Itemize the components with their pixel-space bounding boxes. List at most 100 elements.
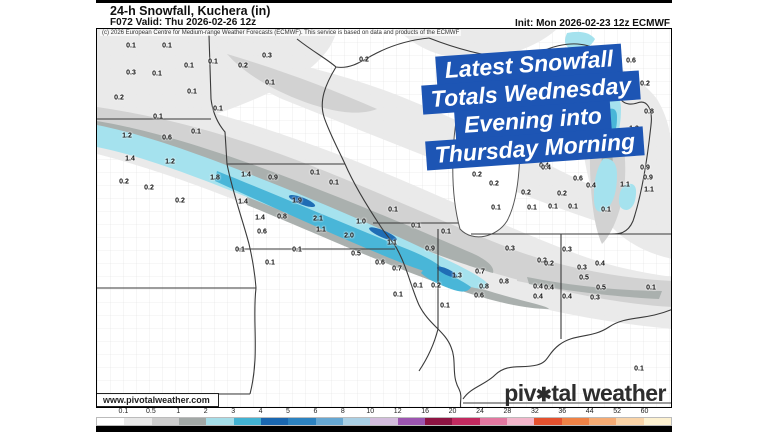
colorbar-tick-label: 10 xyxy=(366,408,375,415)
colorbar-segment xyxy=(561,418,589,425)
colorbar-segment xyxy=(643,418,671,425)
snowfall-value-label: 0.6 xyxy=(375,259,385,267)
snowfall-value-label: 1.0 xyxy=(356,218,366,226)
forecast-valid-time: F072 Valid: Thu 2026-02-26 12z xyxy=(110,17,257,28)
bottom-divider xyxy=(96,426,672,432)
snowfall-value-label: 0.2 xyxy=(119,178,129,186)
snowfall-value-label: 0.3 xyxy=(126,69,136,77)
snowfall-value-label: 0.8 xyxy=(277,213,287,221)
snowfall-value-label: 0.1 xyxy=(152,70,162,78)
map-title: 24-h Snowfall, Kuchera (in) xyxy=(110,4,271,18)
snowfall-value-label: 0.6 xyxy=(162,134,172,142)
snowfall-value-label: 0.1 xyxy=(413,282,423,290)
snowfall-value-label: 0.8 xyxy=(644,108,654,116)
colorbar-segment xyxy=(260,418,289,425)
snowfall-value-label: 0.3 xyxy=(590,294,600,302)
snowfall-value-label: 0.2 xyxy=(144,184,154,192)
content-area: 24-h Snowfall, Kuchera (in) F072 Valid: … xyxy=(96,0,672,432)
snowfall-value-label: 2.1 xyxy=(313,215,323,223)
snowfall-value-label: 0.2 xyxy=(175,197,185,205)
snowfall-value-label: 0.6 xyxy=(474,292,484,300)
snowfall-value-label: 1.1 xyxy=(387,239,397,247)
colorbar-segment xyxy=(124,418,152,425)
colorbar-segment xyxy=(616,418,644,425)
snow-band-navy xyxy=(288,195,458,278)
colorbar-tick-label: 60 xyxy=(640,408,649,415)
colorbar-tick-label: 6 xyxy=(313,408,318,415)
snowfall-value-label: 0.1 xyxy=(411,222,421,230)
snowfall-value-label: 0.1 xyxy=(153,113,163,121)
pivotal-weather-logo: piv✱tal weather xyxy=(504,380,666,407)
colorbar-segment xyxy=(506,418,535,425)
snowfall-value-label: 0.1 xyxy=(292,246,302,254)
snowfall-value-label: 0.1 xyxy=(265,259,275,267)
snowfall-value-label: 1.4 xyxy=(241,171,251,179)
snowfall-value-label: 0.6 xyxy=(257,228,267,236)
colorbar-tick-label: 24 xyxy=(476,408,484,415)
colorbar-segment xyxy=(534,418,562,425)
snowfall-value-label: 0.1 xyxy=(184,62,194,70)
snowfall-value-label: 0.2 xyxy=(489,180,499,188)
snowfall-value-label: 0.8 xyxy=(479,283,489,291)
snowfall-value-label: 0.4 xyxy=(539,162,549,170)
colorbar-tick-label: 5 xyxy=(286,408,290,415)
snowfall-value-label: 0.2 xyxy=(557,190,567,198)
snowfall-value-label: 0.3 xyxy=(505,245,515,253)
snowfall-value-label: 0.4 xyxy=(544,284,554,292)
snowfall-value-label: 0.3 xyxy=(577,264,587,272)
snowfall-value-label: 0.2 xyxy=(472,171,482,179)
snowfall-value-label: 0.5 xyxy=(351,250,361,258)
colorbar-tick-label: 28 xyxy=(503,408,512,415)
snowfall-value-label: 0.1 xyxy=(187,88,197,96)
colorbar-tick-label: 16 xyxy=(421,408,430,415)
colorbar-segment xyxy=(370,418,398,425)
snowfall-value-label: 1.4 xyxy=(125,155,135,163)
colorbar-segment xyxy=(288,418,316,425)
snowfall-value-label: 0.1 xyxy=(265,79,275,87)
logo-text-pre: piv xyxy=(504,380,536,406)
snowfall-value-label: 1.4 xyxy=(255,214,265,222)
colorbar-segment xyxy=(342,418,371,425)
snowfall-value-label: 0.8 xyxy=(499,278,509,286)
snowfall-value-label: 0.2 xyxy=(238,62,248,70)
snowfall-value-label: 0.7 xyxy=(392,265,402,273)
snowfall-value-label: 0.1 xyxy=(235,246,245,254)
snowfall-value-label: 0.1 xyxy=(440,302,450,310)
colorbar-segment xyxy=(424,418,453,425)
colorbar-tick-label: 44 xyxy=(585,408,594,415)
snowfall-value-label: 1.4 xyxy=(238,198,248,206)
colorbar-segment xyxy=(315,418,343,425)
model-init-time: Init: Mon 2026-02-23 12z ECMWF xyxy=(514,18,670,29)
colorbar-tick-label: 20 xyxy=(448,408,457,415)
snowfall-value-label: 0.2 xyxy=(114,94,124,102)
banner: Latest Snowfall Totals Wednesday Evening i… xyxy=(385,41,671,173)
snowfall-value-label: 0.2 xyxy=(431,282,441,290)
snowfall-value-label: 0.6 xyxy=(573,175,583,183)
snowfall-value-label: 0.4 xyxy=(541,164,551,172)
gear-icon: ✱ xyxy=(535,385,552,406)
copyright-notice: (c) 2026 European Centre for Medium-rang… xyxy=(100,30,462,36)
forecast-map: (c) 2026 European Centre for Medium-rang… xyxy=(96,28,672,408)
snowfall-value-label: 0.4 xyxy=(533,283,543,291)
snowfall-value-label: 1.2 xyxy=(165,158,175,166)
state-borders xyxy=(97,34,671,407)
colorbar-tick-label: 4 xyxy=(258,408,263,415)
snowfall-value-label: 2.0 xyxy=(344,232,354,240)
snowfall-value-label: 0.1 xyxy=(441,228,451,236)
snowfall-value-label: 0.1 xyxy=(601,206,611,214)
snowfall-value-label: 0.1 xyxy=(548,203,558,211)
snowfall-value-label: 0.2 xyxy=(544,260,554,268)
snowfall-value-label: 1.2 xyxy=(122,132,132,140)
top-divider xyxy=(96,0,672,3)
snowfall-value-label: 0.9 xyxy=(425,245,435,253)
colorbar-tick-label: 2 xyxy=(203,408,208,415)
snowfall-value-label: 0.1 xyxy=(191,128,201,136)
snowfall-value-label: 1.1 xyxy=(316,226,326,234)
snowfall-value-label: 0.2 xyxy=(521,189,531,197)
snowfall-value-label: 0.1 xyxy=(388,206,398,214)
snowfall-value-label: 0.1 xyxy=(393,291,403,299)
colorbar-segment xyxy=(206,418,234,425)
snowfall-value-label: 1.1 xyxy=(644,186,654,194)
colorbar-labels: 0.1 0.5 1 2 3 4 5 6 8 10 12 16 20 24 28 32 36 44 52 60 xyxy=(96,408,672,417)
colorbar-segment xyxy=(479,418,507,425)
